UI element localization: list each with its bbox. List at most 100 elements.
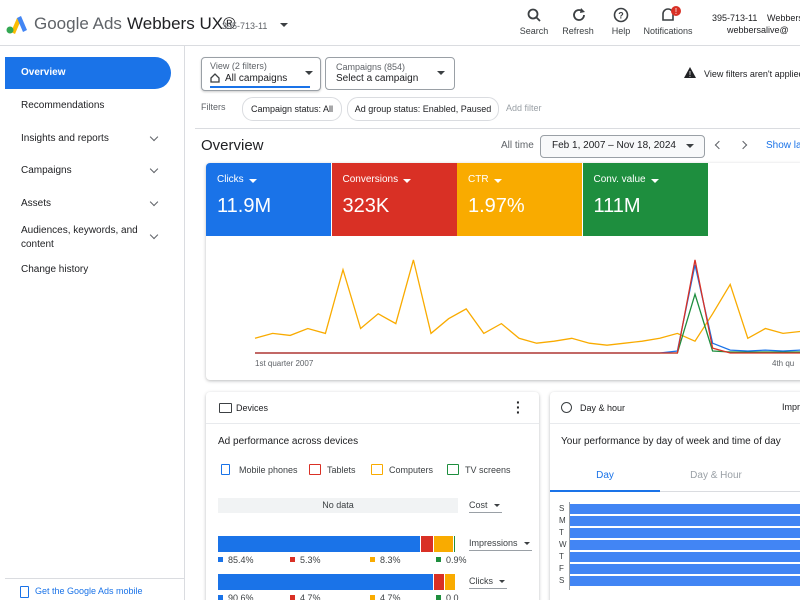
axis-line (569, 502, 570, 590)
metric-tile[interactable]: Conversions 323K (331, 163, 457, 236)
phone-icon (20, 586, 29, 598)
trend-line (255, 259, 800, 354)
filter-notice: View filters aren't applied (704, 69, 800, 79)
action-label[interactable]: Notifications (643, 26, 693, 36)
campaigns-label: Campaigns (854) (336, 62, 406, 72)
user-email: webbersalive@ (727, 25, 789, 35)
device-bar (444, 574, 455, 590)
metric-caret (403, 179, 412, 183)
nav-item[interactable]: Change history (21, 264, 89, 275)
add-filter[interactable]: Add filter (506, 103, 542, 113)
metric-value: 323K (342, 195, 390, 217)
value-label: 4.7% (380, 593, 401, 600)
legend-dot (218, 557, 223, 562)
date-caret (686, 144, 694, 148)
day-bar (570, 564, 800, 574)
day-label: T (559, 552, 564, 561)
metric-value: 1.97% (468, 195, 525, 217)
metric-tile[interactable]: Clicks 11.9M (206, 163, 331, 236)
trend-chart (254, 259, 800, 354)
device-bar (433, 574, 444, 590)
campaign-select[interactable] (325, 57, 455, 90)
top-bar (0, 0, 800, 46)
filter-chip[interactable]: Campaign status: All (242, 97, 342, 121)
value-label: 4.7% (300, 593, 321, 600)
card-title: Devices (236, 403, 269, 413)
view-select[interactable] (201, 57, 321, 91)
next-arrow[interactable] (738, 140, 748, 150)
legend-label: Tablets (327, 465, 356, 475)
select-caret (523, 542, 530, 545)
metric-value: 111M (593, 195, 641, 217)
user-name: Webbers (767, 13, 800, 23)
mobile-link[interactable]: Get the Google Ads mobile (35, 586, 143, 596)
value-label: 90.6% (228, 593, 254, 600)
user-id: 395-713-11 (712, 13, 758, 23)
overview-card: Clicks 11.9M Conversions 323K CTR 1.97% Conv. … (206, 163, 800, 380)
nav-item[interactable]: Overview (21, 67, 66, 78)
nav-item[interactable]: Recommendations (21, 100, 105, 111)
view-caret (305, 71, 313, 75)
metric-select[interactable]: Cost (469, 500, 502, 513)
header-divider (550, 423, 800, 424)
card-title: Day & hour (580, 403, 626, 413)
show-link[interactable]: Show la (766, 140, 800, 151)
metric-name: Impr (782, 402, 800, 412)
account-name[interactable]: Webbers UX® (127, 14, 236, 33)
campaigns-value: Select a campaign (336, 73, 419, 84)
tab-divider (550, 491, 800, 492)
day-label: F (559, 564, 564, 573)
action-label[interactable]: Help (611, 26, 631, 36)
tab[interactable]: Day & Hour (690, 470, 742, 481)
card-subtitle: Your performance by day of week and time… (561, 436, 781, 447)
more-menu[interactable]: · · · (516, 394, 521, 420)
legend-dot (436, 595, 441, 600)
date-range-text: Feb 1, 2007 – Nov 18, 2024 (552, 140, 676, 151)
devices-icon (219, 403, 232, 413)
divider (195, 128, 800, 129)
action-label[interactable]: Refresh (562, 26, 594, 36)
value-label: 0.0 (446, 593, 459, 600)
day-bar (570, 540, 800, 550)
legend-dot (218, 595, 223, 600)
day-label: S (559, 576, 565, 585)
filters-label: Filters (201, 102, 226, 112)
product-name: Google Ads (34, 14, 122, 33)
metric-tile[interactable]: CTR 1.97% (457, 163, 582, 236)
account-caret[interactable] (280, 23, 288, 27)
filter-chip[interactable]: Ad group status: Enabled, Paused (347, 97, 499, 121)
legend-dot (290, 557, 295, 562)
date-range[interactable] (540, 135, 705, 158)
sidebar (0, 46, 185, 600)
action-label[interactable]: Search (519, 26, 549, 36)
no-data-bar: No data (218, 498, 458, 513)
nav-item[interactable]: Assets (21, 198, 52, 209)
account-id: 395-713-11 (222, 21, 268, 31)
metric-name: Conversions (342, 174, 399, 185)
range-label: All time (501, 140, 534, 151)
tab[interactable]: Day (596, 470, 614, 481)
legend-label: Computers (389, 465, 434, 475)
clock-icon (561, 402, 572, 413)
day-label: W (559, 540, 567, 549)
day-hour-card: Day & hour Impr Your performance by day of… (550, 392, 800, 600)
value-label: 8.3% (380, 555, 401, 565)
metric-select[interactable]: Impressions (469, 538, 532, 551)
prev-arrow[interactable] (714, 140, 724, 150)
nav-item[interactable]: Campaigns (21, 165, 72, 176)
warning-icon: ! (684, 67, 696, 79)
legend-dot (370, 595, 375, 600)
view-label: View (2 filters) (210, 61, 267, 71)
legend-icon (309, 464, 321, 475)
nav-item[interactable]: Audiences, keywords, and content (21, 225, 138, 250)
action-icons: ? ! (527, 6, 681, 23)
device-bar (433, 536, 453, 552)
svg-text:!: ! (675, 7, 677, 16)
metric-select[interactable]: Clicks (469, 576, 507, 589)
metric-tile[interactable]: Conv. value 111M (582, 163, 708, 236)
nav-item[interactable]: Insights and reports (21, 133, 109, 144)
day-bar (570, 528, 800, 538)
metric-caret (650, 179, 659, 183)
active-item-bg (5, 57, 171, 89)
